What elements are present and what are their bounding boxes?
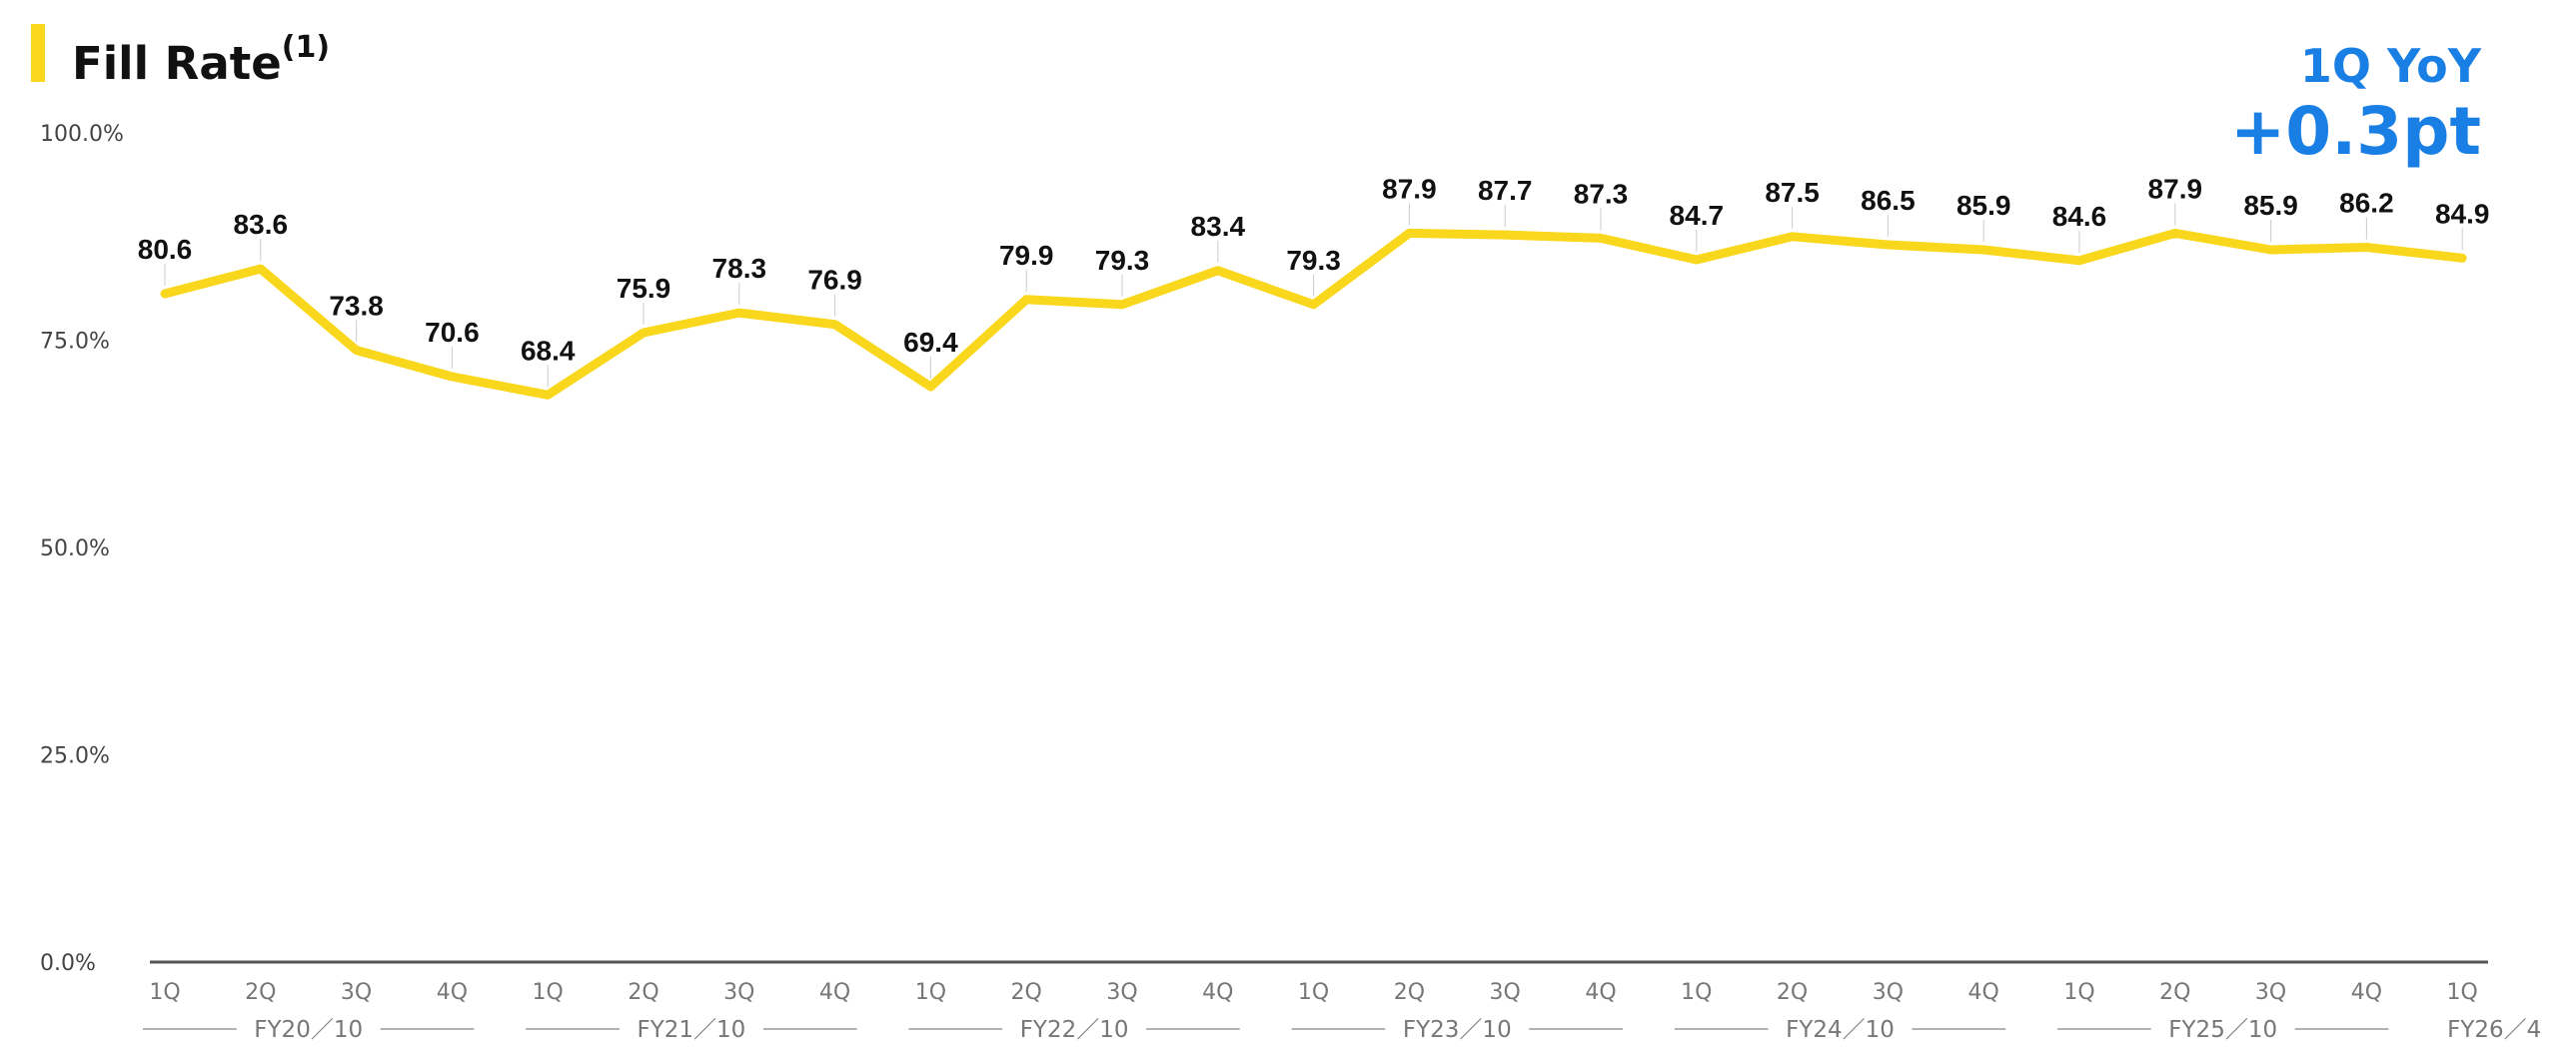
fiscal-year-label: FY22／10 — [1020, 1017, 1129, 1043]
chart-title-footnote: (1) — [281, 30, 331, 65]
x-tick-label: 1Q — [1298, 980, 1329, 1005]
data-label: 68.4 — [521, 335, 576, 366]
data-label: 86.5 — [1861, 185, 1916, 216]
data-label: 86.2 — [2339, 188, 2394, 219]
data-label: 83.6 — [234, 209, 289, 240]
data-label: 78.3 — [712, 253, 767, 284]
chart-title: Fill Rate(1) — [72, 22, 330, 96]
x-tick-label: 1Q — [533, 980, 564, 1005]
data-label: 85.9 — [2243, 190, 2298, 221]
x-tick-label: 1Q — [1681, 980, 1712, 1005]
data-label: 87.7 — [1478, 175, 1533, 206]
x-tick-label: 2Q — [628, 980, 658, 1005]
x-tick-label: 4Q — [2351, 980, 2382, 1005]
x-tick-label: 3Q — [341, 980, 372, 1005]
x-tick-label: 1Q — [149, 980, 180, 1005]
data-label: 84.7 — [1670, 200, 1725, 231]
data-label: 80.6 — [138, 234, 193, 265]
x-tick-label: 4Q — [437, 980, 468, 1005]
data-label: 87.9 — [2148, 173, 2203, 204]
data-label: 84.9 — [2435, 198, 2490, 229]
x-tick-label: 3Q — [1490, 980, 1521, 1005]
chart-title-text: Fill Rate — [72, 37, 282, 90]
x-tick-label: 2Q — [1777, 980, 1808, 1005]
data-label: 79.3 — [1095, 245, 1150, 276]
fiscal-year-label: FY24／10 — [1786, 1017, 1895, 1043]
fiscal-year-label: FY26／4 — [2447, 1017, 2541, 1043]
x-tick-label: 2Q — [1011, 980, 1042, 1005]
x-tick-label: 1Q — [915, 980, 946, 1005]
data-label: 84.6 — [2052, 201, 2107, 232]
x-tick-label: 4Q — [819, 980, 850, 1005]
x-tick-label: 3Q — [2255, 980, 2286, 1005]
data-label: 73.8 — [329, 290, 384, 321]
fill-rate-series-line — [160, 228, 2467, 400]
x-tick-label: 2Q — [2159, 980, 2190, 1005]
x-tick-label: 1Q — [2063, 980, 2094, 1005]
title-accent-bar — [31, 24, 45, 82]
yoy-value: +0.3pt — [2229, 93, 2481, 170]
fiscal-year-label: FY23／10 — [1403, 1017, 1512, 1043]
data-label: 83.4 — [1191, 211, 1246, 242]
x-tick-label: 4Q — [1585, 980, 1616, 1005]
x-tick-label: 1Q — [2447, 980, 2478, 1005]
data-label: 85.9 — [1956, 190, 2011, 221]
data-label: 76.9 — [807, 265, 862, 296]
x-tick-label: 2Q — [245, 980, 276, 1005]
y-tick-label: 25.0% — [40, 744, 110, 769]
data-label: 87.3 — [1574, 178, 1629, 209]
x-tick-label: 3Q — [1873, 980, 1904, 1005]
fiscal-year-label: FY21／10 — [637, 1017, 745, 1043]
data-label: 87.5 — [1765, 177, 1820, 208]
y-tick-label: 50.0% — [40, 536, 110, 561]
y-tick-label: 75.0% — [40, 330, 110, 355]
yoy-label: 1Q YoY — [2299, 39, 2481, 93]
fiscal-year-label: FY25／10 — [2168, 1017, 2277, 1043]
data-label: 75.9 — [617, 273, 671, 304]
data-label: 79.3 — [1286, 245, 1341, 276]
x-tick-label: 4Q — [1968, 980, 1999, 1005]
data-label: 69.4 — [903, 327, 958, 358]
fiscal-year-label: FY20／10 — [254, 1017, 363, 1043]
x-tick-label: 3Q — [1106, 980, 1137, 1005]
data-label: 87.9 — [1382, 173, 1437, 204]
y-tick-label: 0.0% — [40, 951, 96, 976]
x-tick-label: 4Q — [1202, 980, 1233, 1005]
data-label: 70.6 — [425, 317, 480, 348]
x-tick-label: 3Q — [723, 980, 754, 1005]
x-tick-label: 2Q — [1394, 980, 1425, 1005]
y-tick-label: 100.0% — [40, 122, 124, 147]
data-label: 79.9 — [999, 240, 1054, 271]
